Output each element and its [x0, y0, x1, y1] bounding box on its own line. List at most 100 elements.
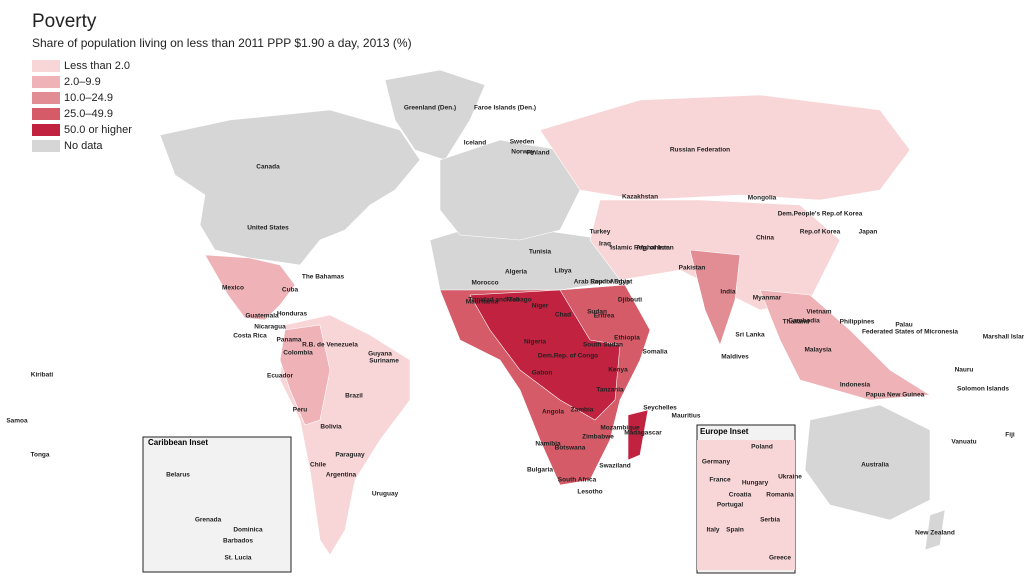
legend-swatch	[32, 108, 60, 120]
subtitle: Share of population living on less than …	[32, 36, 412, 50]
place-label: Maldives	[721, 354, 749, 361]
place-label: Nigeria	[524, 339, 546, 346]
place-label: New Zealand	[915, 530, 955, 537]
place-label: Sweden	[510, 139, 535, 146]
place-label: Madagascar	[624, 430, 662, 437]
place-label: Kazakhstan	[622, 194, 658, 201]
place-label: Portugal	[717, 502, 744, 509]
place-label: Peru	[293, 407, 307, 414]
place-label: Pakistan	[679, 265, 706, 272]
madagascar	[627, 409, 649, 461]
place-label: R.B. de Venezuela	[302, 342, 358, 349]
place-label: Sri Lanka	[735, 332, 765, 339]
place-label: Mozambique	[600, 425, 640, 432]
place-label: Papua New Guinea	[866, 392, 925, 399]
new-zealand	[924, 509, 946, 551]
place-label: Mongolia	[748, 195, 777, 202]
labels: Greenland (Den.) Faroe Islands (Den.) Icel…	[6, 105, 1024, 562]
mexico-central	[204, 254, 296, 321]
place-label: Vanuatu	[951, 439, 976, 446]
place-label: Saudi Arabia	[590, 279, 630, 286]
place-label: Colombia	[283, 350, 313, 357]
place-label: United States	[247, 225, 289, 232]
place-label: The Bahamas	[302, 274, 345, 281]
place-label: Algeria	[505, 269, 527, 276]
place-label: Finland	[526, 150, 549, 157]
inset-title: Caribbean Inset	[148, 438, 208, 447]
place-label: Ukraine	[778, 474, 802, 481]
place-label: Croatia	[729, 492, 752, 499]
place-label: St. Lucia	[224, 555, 251, 562]
place-label: Botswana	[555, 445, 586, 452]
place-label: Niger	[532, 303, 549, 310]
place-label: Eritrea	[594, 313, 615, 320]
place-label: Iceland	[464, 140, 486, 147]
greenland	[384, 69, 486, 161]
legend-swatch	[32, 92, 60, 104]
place-label: Serbia	[760, 517, 780, 524]
place-label: Kiribati	[31, 372, 54, 379]
place-label: Honduras	[277, 311, 308, 318]
place-label: Dem.People's Rep.of Korea	[778, 211, 863, 218]
place-label: Malaysia	[804, 347, 831, 354]
place-label: Paraguay	[335, 452, 365, 459]
place-label: Trinidad and Tobago	[468, 297, 531, 304]
place-label: Suriname	[369, 358, 399, 365]
place-label: Ecuador	[267, 373, 293, 380]
place-label: France	[709, 477, 731, 484]
place-label: Nicaragua	[254, 324, 286, 331]
place-label: Tanzania	[596, 387, 624, 394]
place-label: Barbados	[223, 538, 253, 545]
legend-swatch	[32, 76, 60, 88]
legend-label: 25.0–49.9	[64, 108, 113, 120]
place-label: Marshall Islands	[983, 334, 1024, 341]
place-label: Djibouti	[618, 297, 642, 304]
place-label: Cambodia	[788, 318, 820, 325]
place-label: Turkey	[590, 229, 611, 236]
place-label: South Sudan	[583, 342, 623, 349]
place-label: Myanmar	[753, 295, 782, 302]
legend-label: Less than 2.0	[64, 60, 130, 72]
place-label: Norway	[511, 149, 535, 156]
place-label: Seychelles	[643, 405, 677, 412]
place-label: Indonesia	[840, 382, 871, 389]
place-label: China	[756, 235, 774, 242]
place-label: Palau	[895, 322, 912, 329]
title: Poverty	[32, 11, 97, 32]
place-label: Chile	[310, 462, 326, 469]
place-label: Guatemala	[245, 313, 279, 320]
place-label: Namibia	[535, 441, 561, 448]
place-label: Mali	[507, 297, 520, 304]
place-label: Samoa	[6, 418, 28, 425]
place-label: Tunisia	[529, 249, 552, 256]
place-label: Philippines	[840, 319, 875, 326]
russia	[539, 94, 911, 201]
legend-label: 10.0–24.9	[64, 92, 113, 104]
place-label: Nauru	[955, 367, 974, 374]
place-label: Gabon	[532, 370, 553, 377]
place-label: Brazil	[345, 393, 363, 400]
legend: Less than 2.0 2.0–9.9 10.0–24.9 25.0–49.9 50…	[32, 60, 132, 152]
place-label: Belarus	[166, 472, 190, 479]
legend-label: No data	[64, 140, 103, 152]
place-label: Romania	[766, 492, 794, 499]
place-label: Dominica	[233, 527, 263, 534]
place-label: Vietnam	[806, 309, 831, 316]
place-label: Panama	[277, 337, 302, 344]
place-label: Fiji	[1005, 432, 1015, 439]
place-label: Mexico	[222, 285, 244, 292]
land	[159, 69, 946, 556]
inset-title: Europe Inset	[700, 427, 749, 436]
place-label: Costa Rica	[233, 333, 267, 340]
place-label: Ethiopia	[614, 335, 640, 342]
place-label: Australia	[861, 462, 889, 469]
place-label: Rep.of Korea	[800, 229, 841, 236]
place-label: Argentina	[326, 472, 357, 479]
place-label: Hungary	[742, 480, 769, 487]
europe-inset-land	[697, 440, 795, 570]
place-label: Zambia	[571, 407, 594, 414]
place-label: Afghanistan	[636, 245, 674, 252]
place-label: Dem.Rep. of Congo	[538, 353, 598, 360]
place-label: Mauritius	[672, 413, 701, 420]
